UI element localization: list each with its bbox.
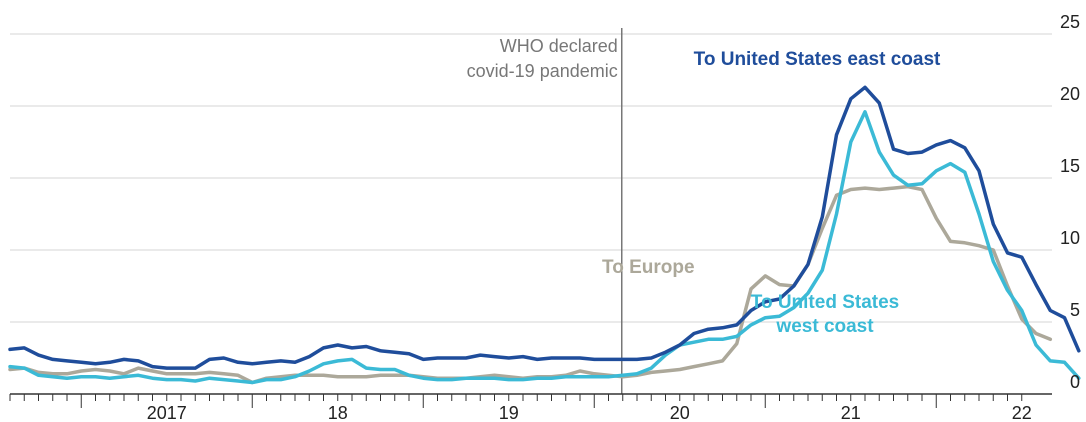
x-tick-label-2020: 20 [670,403,690,422]
series-line-us-east-coast [8,85,1081,370]
series-lines [8,85,1081,385]
x-tick-label-2018: 18 [328,403,348,422]
x-tick-label-2017: 2017 [147,403,187,422]
series-label-us-west-coast-line-1: To United States [751,292,900,313]
series-label-us-west-coast-line-2: west coast [775,316,874,337]
pandemic-annotation: WHO declared covid-19 pandemic [467,28,623,394]
y-tick-label-25: 25 [1060,12,1080,32]
series-label-europe: To Europe [602,257,695,278]
x-tick-label-2019: 19 [499,403,519,422]
series-labels: To Europe To United States west coast To Un… [602,49,941,337]
series-line-europe [8,184,1053,385]
series-line-us-west-coast [8,110,1081,385]
y-tick-label-15: 15 [1060,156,1080,176]
x-axis-tick-labels: 2017 18 19 20 21 22 [147,403,1032,422]
x-axis [9,393,1052,408]
y-tick-label-0: 0 [1070,372,1080,392]
pandemic-annotation-line-1: WHO declared [500,36,618,56]
y-tick-label-20: 20 [1060,84,1080,104]
x-tick-label-2021: 21 [841,403,861,422]
pandemic-annotation-line-2: covid-19 pandemic [467,61,618,81]
gridlines [10,33,1052,323]
y-tick-label-5: 5 [1070,300,1080,320]
x-tick-label-2022: 22 [1012,403,1032,422]
y-axis-tick-labels: 0 5 10 15 20 25 [1060,12,1080,392]
series-label-us-east-coast: To United States east coast [694,49,941,70]
y-tick-label-10: 10 [1060,228,1080,248]
